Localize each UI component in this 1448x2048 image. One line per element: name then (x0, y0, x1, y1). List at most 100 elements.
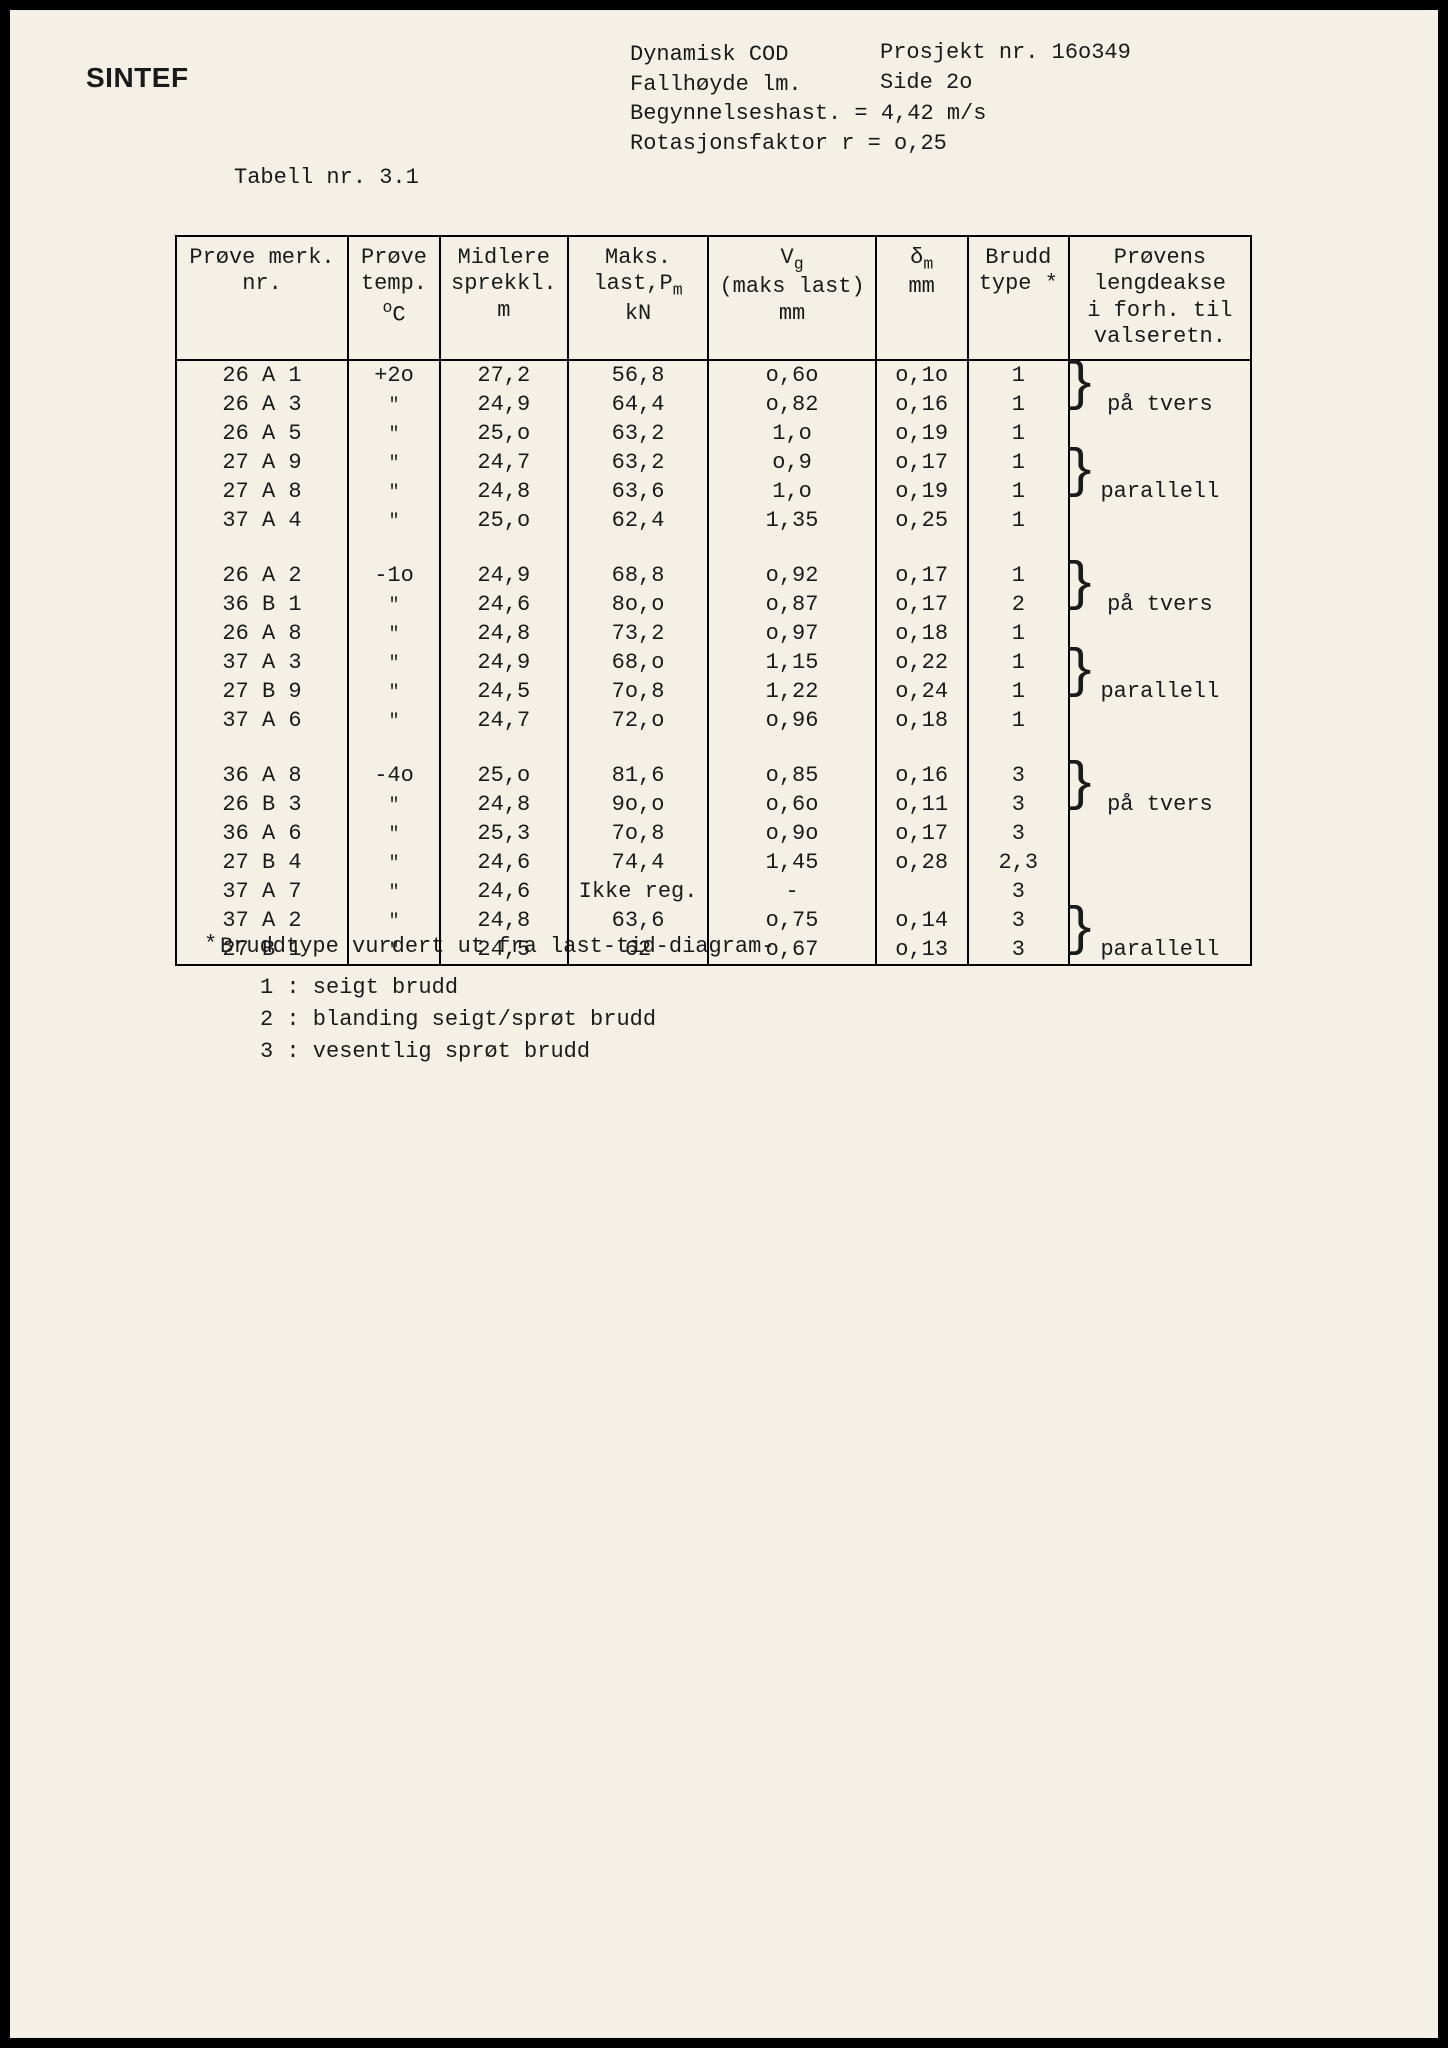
table-cell: 27 A 8 (176, 477, 348, 506)
table-cell: o,28 (876, 848, 968, 877)
table-cell: " (348, 477, 440, 506)
table-row: 37 A 6"24,772,oo,96o,181 (176, 706, 1251, 735)
table-cell (1069, 906, 1251, 935)
table-cell: 37 A 4 (176, 506, 348, 535)
table-cell: 36 A 6 (176, 819, 348, 848)
table-cell: 7o,8 (568, 819, 709, 848)
sintef-logo: SINTEF (86, 62, 189, 94)
table-cell: 63,2 (568, 448, 709, 477)
table-cell: o,11 (876, 790, 968, 819)
table-cell: på tvers (1069, 390, 1251, 419)
table-cell: " (348, 706, 440, 735)
table-cell: 1 (968, 477, 1069, 506)
table-cell: 27 A 9 (176, 448, 348, 477)
col-header-crack: Midleresprekkl.m (440, 236, 568, 360)
table-cell: " (348, 506, 440, 535)
table-number: Tabell nr. 3.1 (234, 165, 419, 190)
table-cell: o,85 (708, 761, 875, 790)
table-cell: o,16 (876, 761, 968, 790)
table-cell: 1 (968, 506, 1069, 535)
legend-item-1: 1 : seigt brudd (260, 972, 656, 1004)
table-cell: 56,8 (568, 360, 709, 390)
table-cell (1069, 848, 1251, 877)
table-cell (1069, 419, 1251, 448)
table-cell: +2o (348, 360, 440, 390)
footnote-star-icon: * (204, 928, 217, 961)
table-cell (1069, 561, 1251, 590)
table-cell: 1,45 (708, 848, 875, 877)
table-cell: 26 A 1 (176, 360, 348, 390)
table-cell (1069, 506, 1251, 535)
col-header-load: Maks.last,PmkN (568, 236, 709, 360)
table-cell (876, 877, 968, 906)
table-cell (1069, 706, 1251, 735)
document-page: SINTEF Prosjekt nr. 16o349 Side 2o Dynam… (0, 0, 1448, 2048)
footnote-text: Bruddtype vurdert ut fra last-tid-diagra… (220, 934, 775, 959)
table-cell: o,16 (876, 390, 968, 419)
table-cell: 24,6 (440, 877, 568, 906)
table-cell: " (348, 677, 440, 706)
table-cell: 27 B 4 (176, 848, 348, 877)
table-cell: 2 (968, 590, 1069, 619)
table-cell: o,97 (708, 619, 875, 648)
table-cell (1069, 877, 1251, 906)
table-cell: o,9 (708, 448, 875, 477)
param-line2: Fallhøyde lm. (630, 70, 986, 100)
table-cell: 74,4 (568, 848, 709, 877)
table-cell: 3 (968, 877, 1069, 906)
table-cell: " (348, 790, 440, 819)
gap-cell (968, 735, 1069, 761)
table-cell: o,17 (876, 590, 968, 619)
table-cell: 8o,o (568, 590, 709, 619)
table-cell: 26 A 5 (176, 419, 348, 448)
table-cell: 37 A 7 (176, 877, 348, 906)
table-cell: o,17 (876, 819, 968, 848)
table-cell: o,17 (876, 448, 968, 477)
table-cell: parallell (1069, 677, 1251, 706)
table-cell: 68,8 (568, 561, 709, 590)
table-header-row: Prøve merk.nr. Prøvetemp.oC Midleresprek… (176, 236, 1251, 360)
table-cell: 25,o (440, 419, 568, 448)
table-cell: 24,7 (440, 706, 568, 735)
table-cell: 37 A 6 (176, 706, 348, 735)
table-cell: 2,3 (968, 848, 1069, 877)
gap-cell (1069, 535, 1251, 561)
table-row: 26 B 3"24,89o,oo,6oo,113på tvers (176, 790, 1251, 819)
table-cell: 24,9 (440, 561, 568, 590)
table-cell: o,22 (876, 648, 968, 677)
gap-cell (176, 535, 348, 561)
table-row: 26 A 3"24,964,4o,82o,161på tvers (176, 390, 1251, 419)
table-cell: 27 B 9 (176, 677, 348, 706)
table-cell: 9o,o (568, 790, 709, 819)
table-cell (1069, 648, 1251, 677)
gap-cell (968, 535, 1069, 561)
table-cell: 3 (968, 761, 1069, 790)
table-cell: 1 (968, 619, 1069, 648)
table-cell: 3 (968, 906, 1069, 935)
param-line4: Rotasjonsfaktor r = o,25 (630, 129, 986, 159)
table-cell: 3 (968, 790, 1069, 819)
table-cell: parallell (1069, 935, 1251, 965)
table-cell: 27,2 (440, 360, 568, 390)
table-cell: " (348, 390, 440, 419)
gap-cell (876, 735, 968, 761)
table-cell: " (348, 619, 440, 648)
table-cell: o,24 (876, 677, 968, 706)
table-cell: 25,o (440, 761, 568, 790)
table-cell (1069, 819, 1251, 848)
col-header-axis: Prøvenslengdeaksei forh. tilvalseretn. (1069, 236, 1251, 360)
table-cell: 1,o (708, 419, 875, 448)
table-cell: 24,9 (440, 648, 568, 677)
legend-block: 1 : seigt brudd 2 : blanding seigt/sprøt… (260, 972, 656, 1068)
table-cell: o,96 (708, 706, 875, 735)
table-cell: 26 B 3 (176, 790, 348, 819)
param-line3: Begynnelseshast. = 4,42 m/s (630, 99, 986, 129)
table-cell: o,6o (708, 790, 875, 819)
table-cell: " (348, 848, 440, 877)
table-cell: -4o (348, 761, 440, 790)
table-cell: 26 A 2 (176, 561, 348, 590)
table-cell: o,17 (876, 561, 968, 590)
table-cell: " (348, 877, 440, 906)
table-cell: 1 (968, 419, 1069, 448)
table-cell: 64,4 (568, 390, 709, 419)
